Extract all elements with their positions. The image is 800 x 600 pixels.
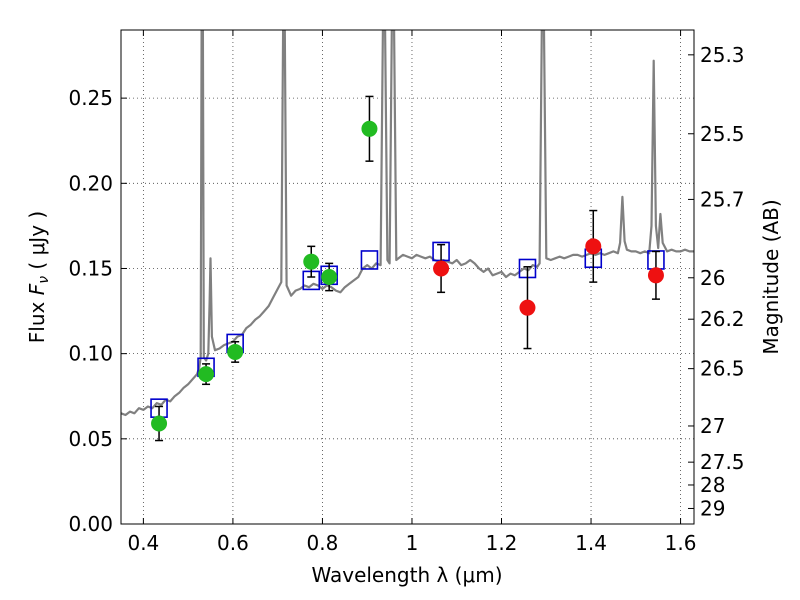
plot-area — [121, 30, 694, 442]
x-tick-label: 1.4 — [575, 531, 607, 555]
x-tick-label: 0.8 — [307, 531, 339, 555]
x-tick-label: 1.6 — [665, 531, 697, 555]
y2-tick-label: 26 — [700, 266, 725, 290]
y-axis-title-prefix: Flux — [25, 295, 49, 343]
observed-photometry-point — [361, 120, 378, 137]
y2-axis-title: Magnitude (AB) — [759, 199, 783, 354]
y-tick-label: 0.20 — [68, 171, 113, 195]
x-tick-label: 1.2 — [486, 531, 518, 555]
y-tick-label: 0.10 — [68, 342, 113, 366]
y-tick-label: 0.00 — [68, 512, 113, 536]
y2-tick-label: 26.2 — [700, 307, 745, 331]
y-axis-title: Flux Fν ( μJy ) — [25, 211, 52, 343]
y2-tick-label: 29 — [700, 496, 725, 520]
y-axis-title-suffix: ( μJy ) — [25, 211, 49, 276]
y2-tick-label: 26.5 — [700, 357, 745, 381]
x-tick-label: 0.6 — [217, 531, 249, 555]
x-tick-label: 1 — [406, 531, 419, 555]
model-photometry-square — [360, 250, 379, 270]
y-axis-title-subscript: ν — [36, 276, 52, 284]
observed-photometry-point — [227, 343, 244, 360]
observed-photometry-point — [151, 415, 168, 432]
y2-tick-label: 27 — [700, 414, 725, 438]
y-tick-label: 0.25 — [68, 86, 113, 110]
observed-photometry-point — [585, 238, 602, 255]
y2-tick-label: 25.3 — [700, 43, 745, 67]
y2-tick-label: 28 — [700, 473, 725, 497]
y-tick-label: 0.15 — [68, 256, 113, 280]
y2-tick-label: 27.5 — [700, 450, 745, 474]
model-spectrum-line — [121, 30, 694, 417]
y2-tick-label: 25.5 — [700, 122, 745, 146]
x-tick-label: 0.4 — [127, 531, 159, 555]
observed-photometry-point — [303, 253, 320, 270]
y-tick-label: 0.05 — [68, 427, 113, 451]
y-axis-title-symbol: F — [25, 283, 49, 295]
y2-tick-label: 25.7 — [700, 187, 745, 211]
observed-photometry-point — [647, 267, 664, 284]
x-axis-title: Wavelength λ (μm) — [311, 563, 502, 587]
observed-photometry-point — [198, 366, 215, 383]
axis-ticks: 0.4 0.6 0.8 1 1.2 1.4 1.6 0.00 0.05 0.10 0.15 0.20 0… — [68, 30, 745, 555]
plot-frame — [120, 29, 695, 525]
observed-photometry-point — [321, 269, 338, 285]
observed-photometry-point — [519, 299, 536, 316]
observed-photometry-point — [433, 260, 450, 277]
